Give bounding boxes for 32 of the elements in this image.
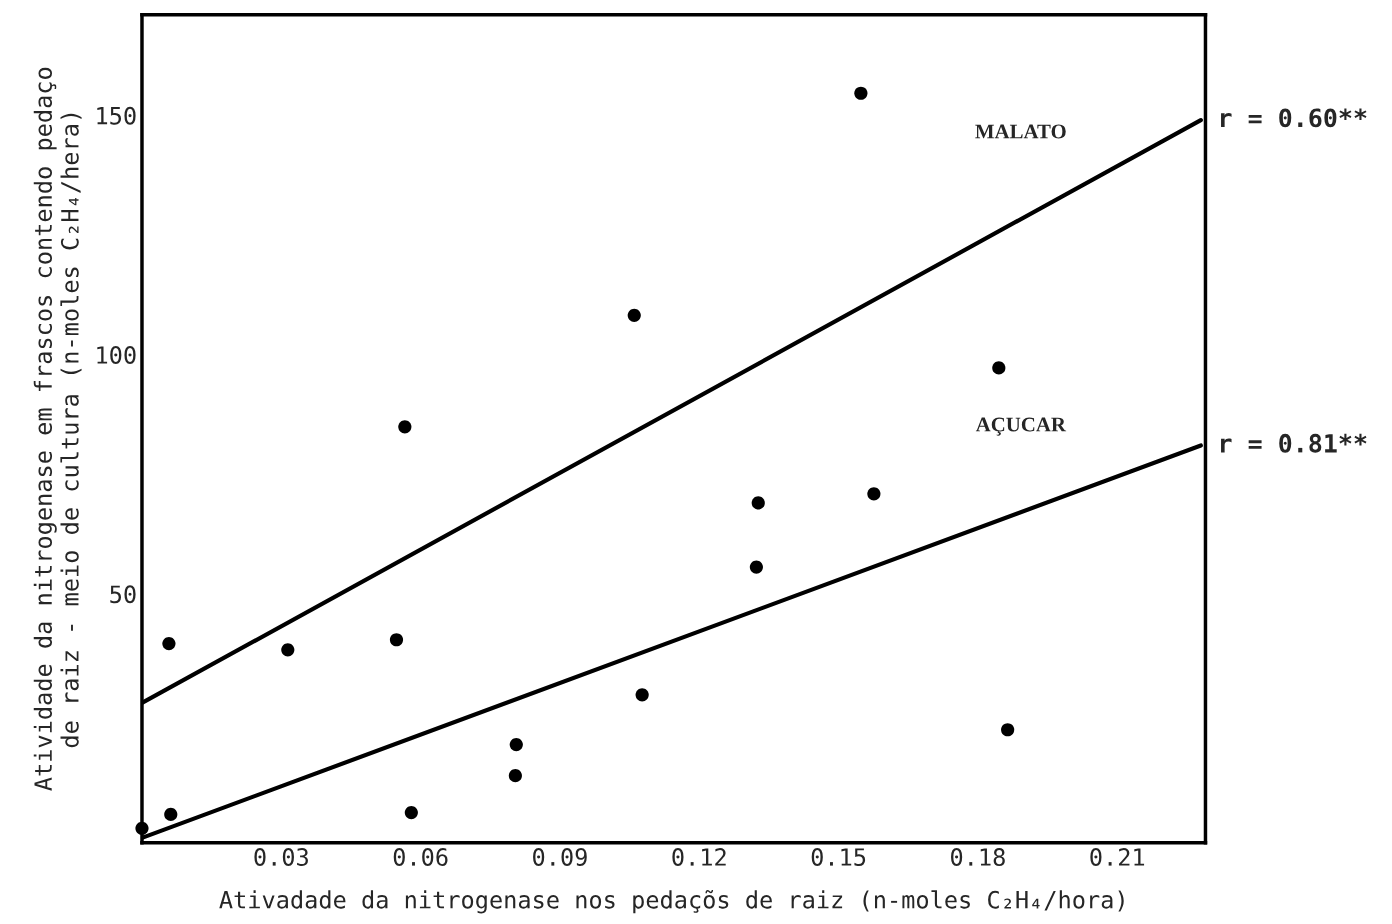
point <box>164 807 178 822</box>
x-tick-label: 0.09 <box>533 848 587 866</box>
x-tick-label: 0.15 <box>811 848 866 866</box>
x-tick-label: 0.18 <box>951 848 1005 866</box>
x-tick-label: 0.21 <box>1090 848 1145 866</box>
point <box>509 738 523 752</box>
point <box>992 361 1006 375</box>
x-tick-label: 0.06 <box>393 848 448 866</box>
point <box>867 487 881 501</box>
point <box>389 633 404 647</box>
point <box>398 420 412 434</box>
point <box>854 86 868 100</box>
annotation: r = 0.60** <box>1221 108 1367 128</box>
text: AÇUCAR <box>975 417 1067 436</box>
point <box>162 637 176 651</box>
point <box>508 769 522 783</box>
point <box>635 688 649 702</box>
y-tick-label: 150 <box>97 106 136 125</box>
point <box>627 308 641 322</box>
point <box>1001 723 1015 737</box>
y-tick-label: 100 <box>97 346 136 364</box>
x-tick-label: 0.12 <box>672 848 726 866</box>
text: MALATO <box>975 124 1066 139</box>
point <box>404 805 418 820</box>
point <box>281 643 295 657</box>
annotation: r = 0.81** <box>1221 433 1367 453</box>
x-tick-label: 0.03 <box>254 848 308 866</box>
y-axis-title: Atividade da nitrogenase em frascos contendo pedaço de raiz - meio de cultura (n-moles C₂H₄/hera) <box>33 67 82 791</box>
point <box>749 560 763 574</box>
x-axis-title: Ativadade da nitrogenase nos pedaçõs de raiz (n-moles C₂H₄/hora) <box>219 889 1124 914</box>
point <box>751 496 765 510</box>
y-tick-label: 50 <box>110 585 136 604</box>
